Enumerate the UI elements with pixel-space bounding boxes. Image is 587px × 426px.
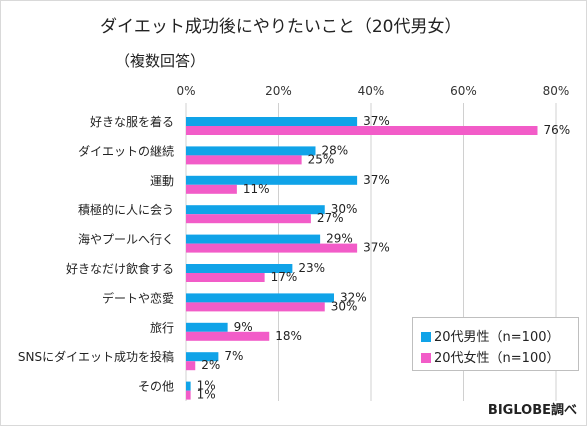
data-label: 37% [363,114,390,128]
category-label: デートや恋愛 [102,290,174,305]
legend-label-female: 20代女性（n=100） [434,351,560,366]
data-label: 9% [234,320,253,334]
bar-female [186,361,196,371]
bar-male [186,234,321,244]
x-tick-label: 80% [543,84,570,98]
legend-item-female: 20代女性（n=100） [421,347,560,366]
category-label: 好きな服を着る [90,114,174,129]
data-label: 25% [308,152,335,166]
data-label: 2% [201,358,220,372]
data-label: 1% [197,379,216,393]
bar-female [186,302,325,312]
category-label: 好きなだけ飲食する [66,261,174,276]
x-tick-label: 20% [265,84,292,98]
category-label: 積極的に人に会う [78,202,174,217]
legend: 20代男性（n=100） 20代女性（n=100） [412,317,579,371]
category-label: ダイエットの継続 [78,143,174,158]
legend-swatch-male [421,332,431,342]
data-label: 11% [243,182,270,196]
data-label: 37% [363,241,390,255]
bar-male [186,205,325,215]
data-label: 27% [317,211,344,225]
data-label: 28% [322,143,349,157]
category-label: その他 [138,380,174,394]
data-label: 1% [197,388,216,402]
data-label: 18% [275,329,302,343]
source-credit: BIGLOBE調べ [487,403,577,418]
data-label: 37% [363,173,390,187]
data-label: 23% [298,261,325,275]
bar-female [186,390,191,400]
data-label: 30% [331,299,358,313]
data-label: 29% [326,232,353,246]
bar-female [186,214,311,224]
category-label: 海やプールへ行く [78,232,174,247]
legend-item-male: 20代男性（n=100） [421,326,560,345]
bar-female [186,155,302,165]
legend-label-male: 20代男性（n=100） [434,330,560,345]
category-label: SNSにダイエット成功を投稿 [18,349,174,364]
bar-male [186,146,316,156]
x-tick-label: 40% [358,84,385,98]
bar-female [186,126,538,135]
category-label: 旅行 [150,321,174,335]
bar-female [186,243,358,253]
bar-male [186,381,191,391]
x-tick-label: 0% [176,84,195,98]
legend-swatch-female [421,353,431,363]
bar-female [186,273,265,282]
data-label: 32% [340,290,367,304]
bar-male [186,264,293,273]
bar-male [186,322,228,332]
chart-title: ダイエット成功後にやりたいこと（20代男女） [100,17,462,37]
bar-female [186,184,237,194]
bar-male [186,117,358,126]
x-tick-label: 60% [450,84,477,98]
bar-female [186,331,270,341]
chart-subtitle: （複数回答） [115,52,206,70]
data-label: 17% [271,270,298,284]
bar-male [186,293,334,303]
bar-male [186,175,358,185]
bar-male [186,352,219,362]
data-label: 76% [544,123,571,137]
data-label: 30% [331,202,358,216]
data-label: 7% [224,349,243,363]
category-label: 運動 [150,174,174,188]
